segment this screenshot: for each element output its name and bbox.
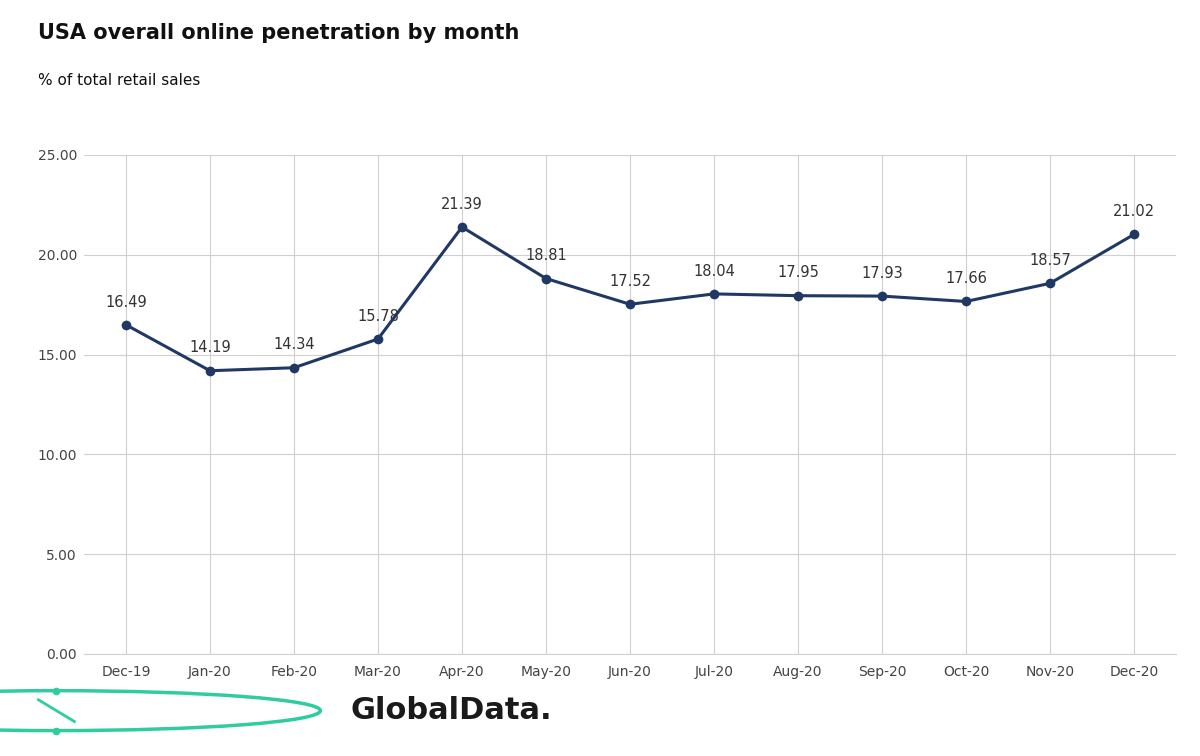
Text: 14.34: 14.34 <box>274 337 314 352</box>
Text: GlobalData.: GlobalData. <box>350 696 552 725</box>
Text: 17.66: 17.66 <box>946 271 986 287</box>
Text: 17.52: 17.52 <box>610 274 650 289</box>
Text: 21.02: 21.02 <box>1112 204 1156 219</box>
Text: 14.19: 14.19 <box>190 340 230 355</box>
Text: USA overall online penetration by month: USA overall online penetration by month <box>38 23 520 43</box>
Text: 15.78: 15.78 <box>358 308 398 324</box>
Text: 17.95: 17.95 <box>778 265 818 280</box>
Text: 18.81: 18.81 <box>526 248 566 263</box>
Text: % of total retail sales: % of total retail sales <box>38 73 200 88</box>
Text: 18.57: 18.57 <box>1030 253 1070 268</box>
Text: 17.93: 17.93 <box>862 266 902 280</box>
Text: 16.49: 16.49 <box>106 295 146 309</box>
Text: 18.04: 18.04 <box>694 264 734 279</box>
Text: 21.39: 21.39 <box>442 197 482 212</box>
